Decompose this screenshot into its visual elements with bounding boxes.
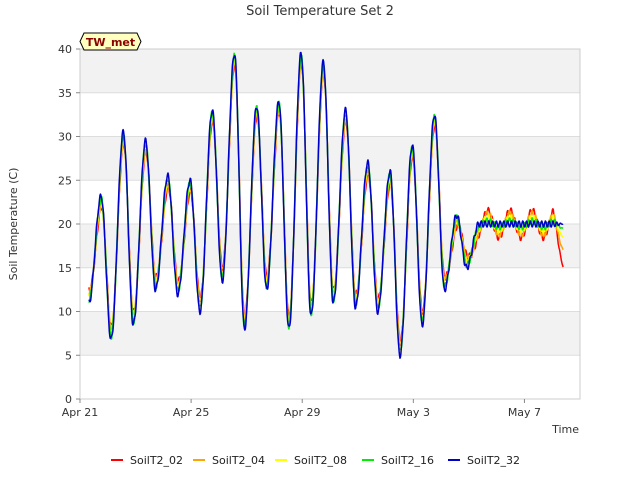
grid-band xyxy=(80,49,580,93)
legend-label-SoilT2_02: SoilT2_02 xyxy=(130,454,183,467)
y-tick-label: 25 xyxy=(58,174,72,187)
y-tick-label: 30 xyxy=(58,131,72,144)
legend-label-SoilT2_32: SoilT2_32 xyxy=(467,454,520,467)
legend-label-SoilT2_08: SoilT2_08 xyxy=(294,454,347,467)
y-axis: 0 5 10 15 20 25 30 35 40 xyxy=(58,43,80,406)
y-tick-label: 5 xyxy=(65,349,72,362)
x-axis-title: Time xyxy=(551,423,579,436)
x-axis: Apr 21 Apr 25 Apr 29 May 3 May 7 xyxy=(62,399,541,419)
legend-label-SoilT2_16: SoilT2_16 xyxy=(381,454,434,467)
x-tick-label: Apr 21 xyxy=(62,406,99,419)
site-badge-label: TW_met xyxy=(86,36,135,49)
y-tick-label: 10 xyxy=(58,306,72,319)
y-tick-label: 15 xyxy=(58,262,72,275)
y-tick-label: 0 xyxy=(65,393,72,406)
y-tick-label: 20 xyxy=(58,218,72,231)
chart-title: Soil Temperature Set 2 xyxy=(246,4,394,19)
grid-band xyxy=(80,136,580,181)
x-tick-label: Apr 25 xyxy=(173,406,210,419)
x-tick-label: Apr 29 xyxy=(284,406,321,419)
legend-label-SoilT2_04: SoilT2_04 xyxy=(212,454,265,467)
y-tick-label: 40 xyxy=(58,43,72,56)
y-axis-title: Soil Temperature (C) xyxy=(7,168,20,281)
series-layer xyxy=(88,51,564,359)
grid-band xyxy=(80,311,580,356)
x-tick-label: May 3 xyxy=(397,406,430,419)
site-badge: TW_met xyxy=(79,32,142,51)
legend: SoilT2_02 SoilT2_04 SoilT2_08 SoilT2_16 Soil… xyxy=(111,454,520,467)
grid-bands xyxy=(79,48,581,400)
series-line-SoilT2_32 xyxy=(88,51,564,359)
site-badge-box xyxy=(79,32,142,51)
y-tick-label: 35 xyxy=(58,87,72,100)
x-tick-label: May 7 xyxy=(508,406,541,419)
